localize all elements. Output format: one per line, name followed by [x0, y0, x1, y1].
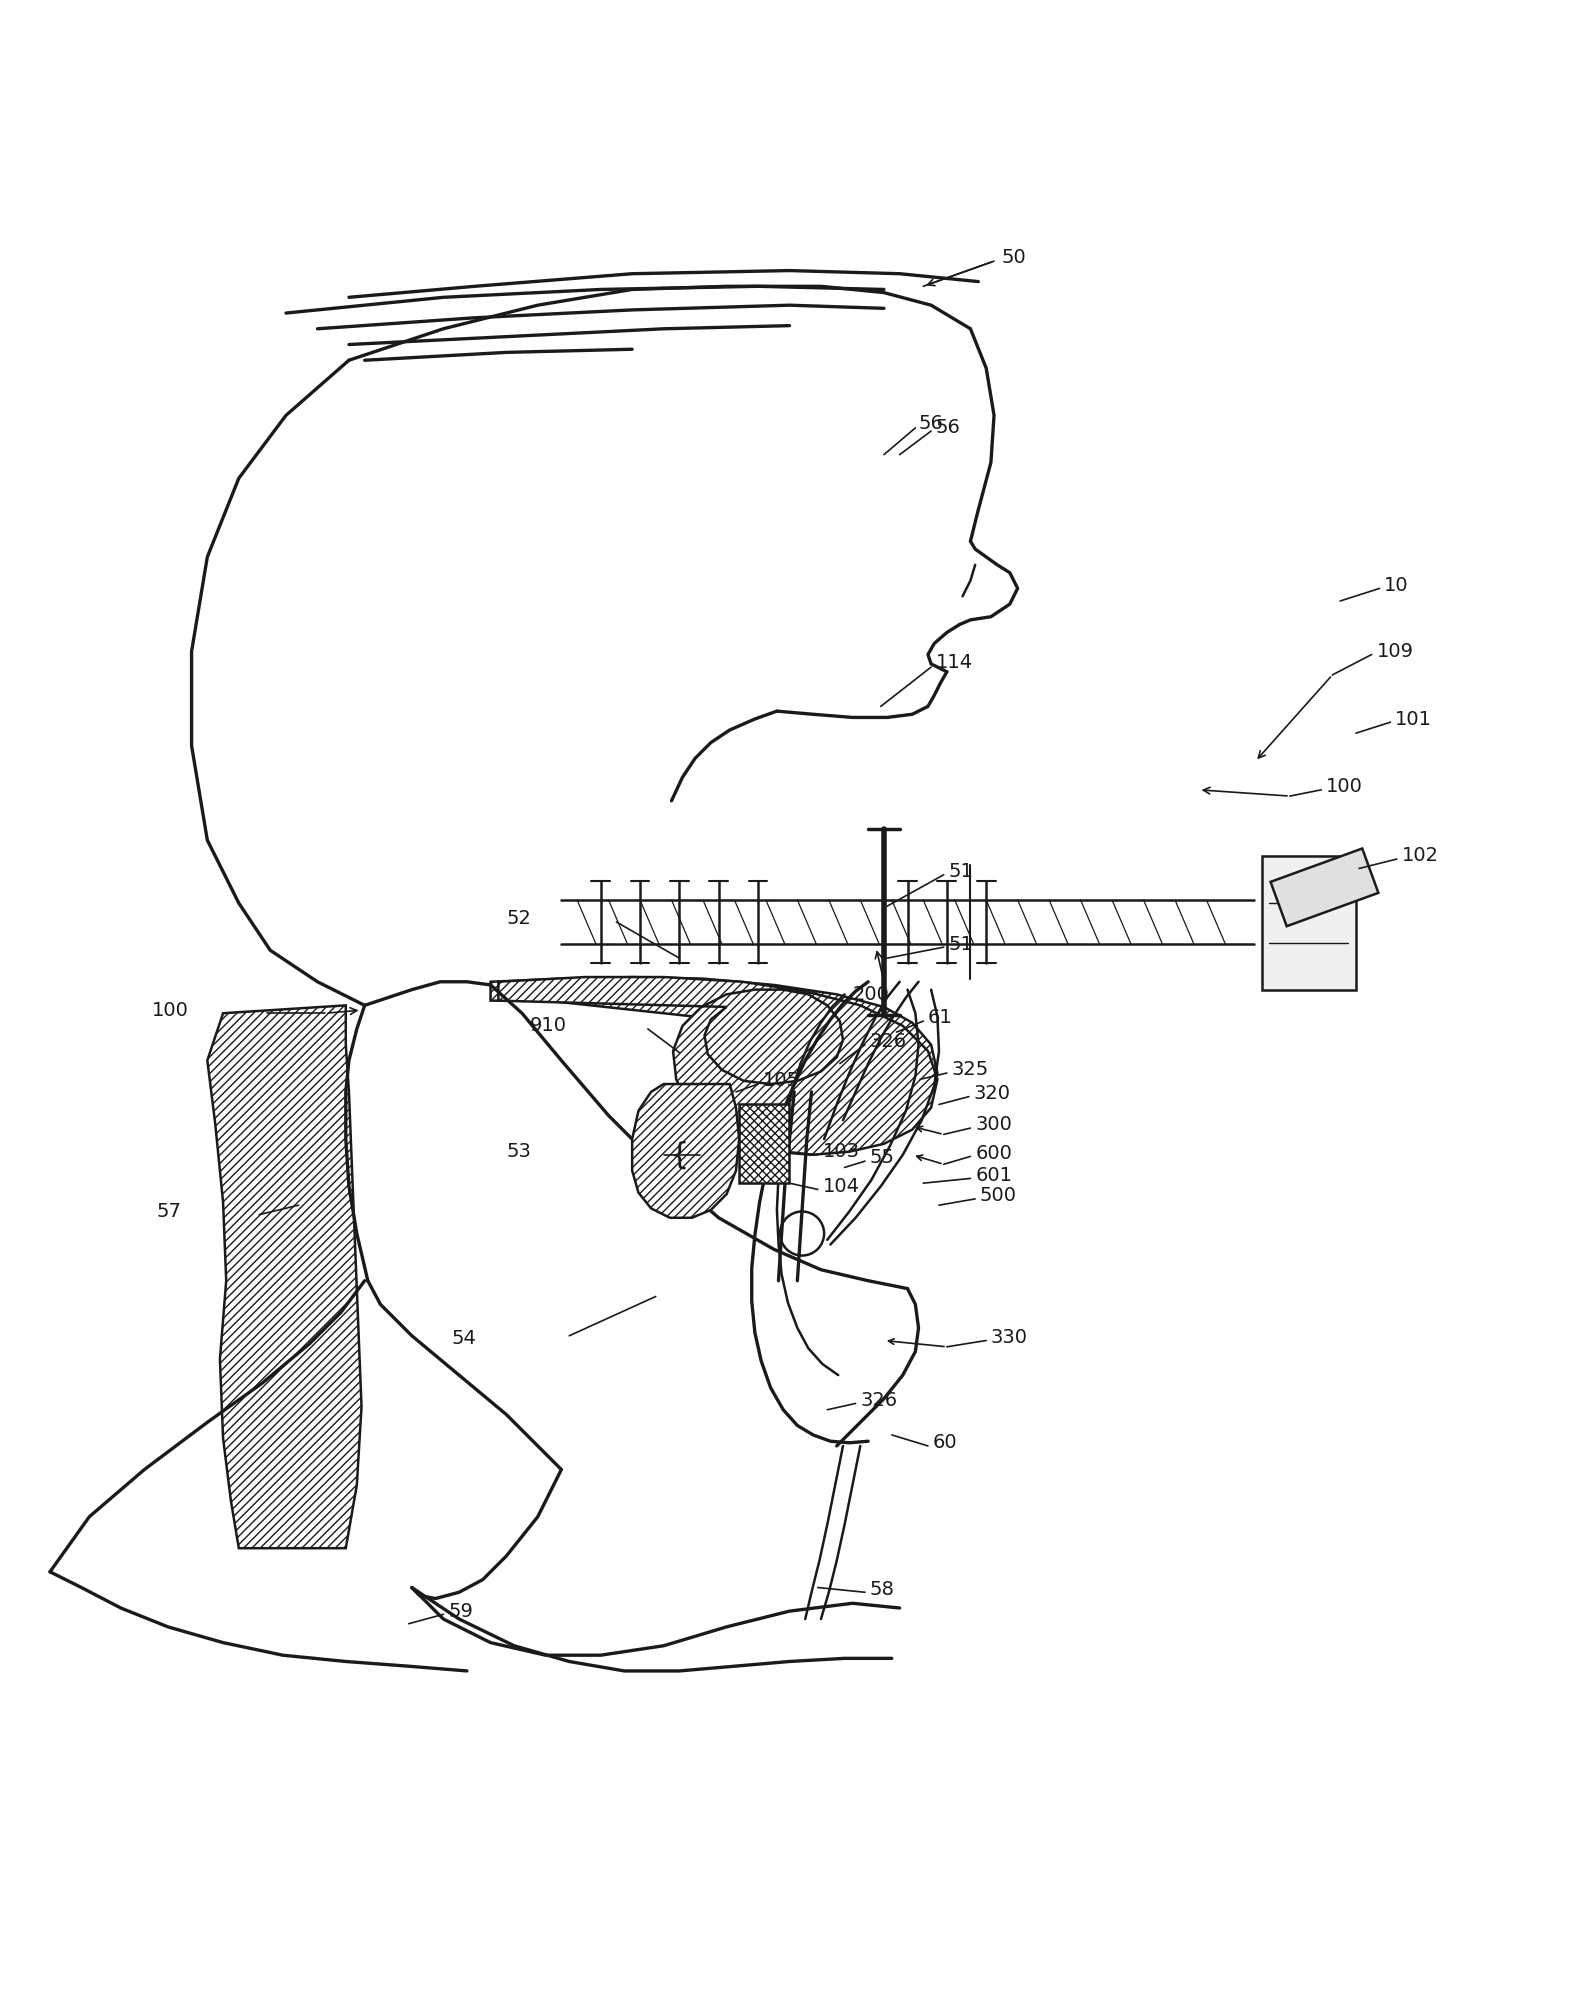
Polygon shape — [491, 978, 938, 1139]
Text: 601: 601 — [976, 1165, 1012, 1185]
Text: 104: 104 — [823, 1177, 859, 1195]
Text: 58: 58 — [870, 1580, 895, 1598]
Text: 50: 50 — [1003, 249, 1026, 267]
Text: 100: 100 — [152, 1001, 189, 1019]
Text: 51: 51 — [949, 862, 973, 882]
Text: 114: 114 — [936, 652, 973, 672]
Text: 61: 61 — [928, 1007, 952, 1027]
Polygon shape — [1271, 848, 1378, 926]
Text: 326: 326 — [870, 1031, 906, 1051]
Text: 326: 326 — [861, 1391, 897, 1410]
Text: 52: 52 — [507, 910, 531, 928]
Polygon shape — [499, 978, 938, 1155]
Text: 51: 51 — [949, 934, 973, 954]
Text: 56: 56 — [919, 413, 943, 433]
Text: 325: 325 — [952, 1061, 988, 1079]
Text: 10: 10 — [1385, 577, 1408, 595]
Text: 56: 56 — [936, 419, 960, 437]
Text: 54: 54 — [452, 1329, 477, 1349]
Text: 103: 103 — [823, 1143, 859, 1161]
Text: 109: 109 — [1377, 642, 1413, 660]
Text: 910: 910 — [531, 1015, 567, 1035]
Text: 300: 300 — [976, 1115, 1012, 1135]
Text: 60: 60 — [933, 1432, 957, 1452]
Text: 100: 100 — [1326, 778, 1363, 796]
FancyBboxPatch shape — [1262, 856, 1356, 990]
Text: 600: 600 — [976, 1143, 1012, 1163]
Text: 330: 330 — [992, 1329, 1028, 1347]
Text: 105: 105 — [763, 1071, 801, 1091]
Text: 320: 320 — [974, 1083, 1011, 1103]
Text: 101: 101 — [1396, 710, 1432, 728]
Text: 500: 500 — [981, 1187, 1017, 1205]
FancyBboxPatch shape — [739, 1105, 790, 1183]
Text: 59: 59 — [448, 1602, 474, 1620]
Text: 57: 57 — [156, 1203, 182, 1221]
Text: 102: 102 — [1402, 846, 1438, 866]
Text: 200: 200 — [853, 986, 889, 1003]
Text: {: { — [669, 1141, 688, 1169]
Text: 55: 55 — [870, 1149, 895, 1167]
Polygon shape — [632, 1083, 739, 1217]
Text: 53: 53 — [507, 1143, 531, 1161]
Polygon shape — [207, 1005, 362, 1548]
